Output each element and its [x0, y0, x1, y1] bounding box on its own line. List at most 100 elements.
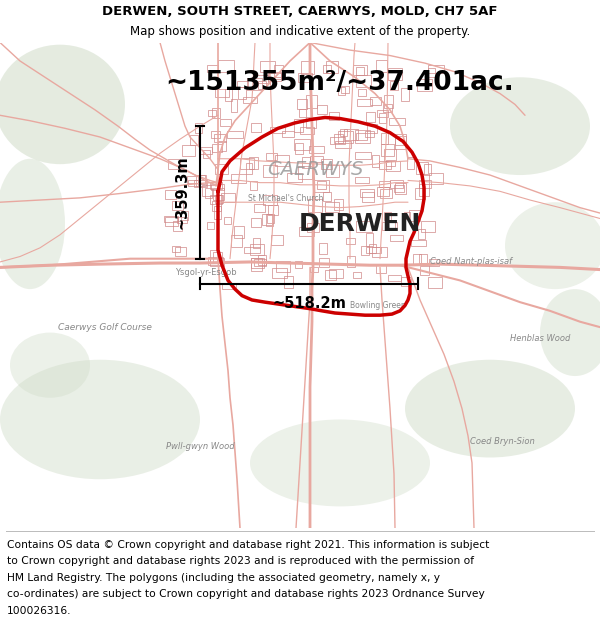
Bar [413, 254, 421, 264]
Bar [421, 221, 435, 232]
Bar [326, 165, 339, 177]
Bar [353, 272, 361, 278]
Bar [347, 256, 355, 268]
Bar [346, 238, 355, 244]
Text: Contains OS data © Crown copyright and database right 2021. This information is : Contains OS data © Crown copyright and d… [7, 540, 490, 550]
Bar [357, 99, 372, 106]
Bar [223, 282, 236, 289]
Bar [299, 109, 305, 117]
Bar [428, 68, 435, 77]
Bar [334, 134, 343, 142]
Bar [329, 112, 339, 120]
Bar [419, 180, 431, 188]
Bar [182, 145, 195, 156]
Bar [287, 173, 302, 182]
Bar [367, 112, 375, 122]
Text: Henblas Wood: Henblas Wood [510, 334, 571, 342]
Bar [190, 135, 198, 145]
Bar [383, 104, 392, 112]
Bar [188, 179, 197, 186]
Bar [323, 66, 331, 73]
Bar [215, 89, 229, 98]
Bar [334, 199, 343, 211]
Bar [381, 144, 394, 156]
Bar [418, 229, 425, 239]
Bar [214, 252, 222, 262]
Bar [383, 212, 391, 220]
Bar [207, 222, 214, 229]
Bar [424, 164, 431, 175]
Bar [386, 161, 395, 166]
Bar [254, 259, 266, 266]
Bar [419, 254, 427, 262]
Bar [208, 66, 218, 72]
Bar [429, 259, 439, 266]
Bar [395, 182, 406, 194]
Bar [266, 214, 273, 226]
Bar [242, 97, 257, 103]
Bar [245, 163, 252, 174]
Bar [234, 226, 244, 238]
Bar [194, 179, 208, 187]
Bar [388, 68, 402, 80]
Bar [371, 155, 379, 167]
Bar [317, 105, 328, 114]
Bar [202, 185, 217, 196]
Bar [251, 218, 262, 227]
Text: CAERWYS: CAERWYS [267, 160, 363, 179]
Bar [321, 159, 332, 169]
Bar [260, 61, 275, 72]
Bar [416, 162, 428, 174]
Text: DERWEN, SOUTH STREET, CAERWYS, MOLD, CH7 5AF: DERWEN, SOUTH STREET, CAERWYS, MOLD, CH7… [102, 6, 498, 18]
Bar [210, 182, 221, 189]
Bar [355, 177, 369, 183]
Bar [254, 204, 265, 212]
Bar [212, 189, 224, 200]
Bar [325, 202, 338, 212]
Bar [329, 269, 343, 278]
Bar [266, 153, 277, 160]
Bar [299, 127, 314, 134]
Bar [415, 188, 425, 199]
Bar [317, 181, 326, 189]
Bar [199, 147, 212, 154]
Bar [251, 122, 260, 132]
Ellipse shape [250, 419, 430, 506]
Bar [298, 166, 311, 179]
Bar [319, 258, 329, 266]
Text: DERWEN: DERWEN [299, 212, 421, 236]
Bar [244, 247, 260, 252]
Text: ~151355m²/~37.401ac.: ~151355m²/~37.401ac. [166, 70, 514, 96]
Bar [257, 81, 266, 89]
Text: Caerwys Golf Course: Caerwys Golf Course [58, 322, 152, 332]
Bar [319, 243, 326, 254]
Bar [296, 99, 307, 109]
Bar [276, 261, 290, 272]
Bar [356, 75, 371, 88]
Bar [341, 86, 349, 93]
Bar [326, 61, 338, 73]
Text: Map shows position and indicative extent of the property.: Map shows position and indicative extent… [130, 26, 470, 38]
Bar [301, 61, 314, 74]
Bar [365, 131, 374, 138]
Bar [309, 146, 324, 153]
Bar [381, 133, 388, 144]
Ellipse shape [0, 44, 125, 164]
Bar [211, 131, 220, 138]
Bar [356, 134, 367, 140]
Text: 100026316.: 100026316. [7, 606, 72, 616]
Bar [338, 131, 353, 142]
Bar [389, 118, 405, 126]
Ellipse shape [0, 360, 200, 479]
Bar [428, 66, 443, 72]
Bar [173, 221, 182, 231]
Bar [166, 190, 176, 199]
Bar [386, 161, 400, 171]
Text: Coed Bryn-Sion: Coed Bryn-Sion [470, 437, 535, 446]
Bar [231, 235, 242, 247]
Bar [377, 110, 388, 118]
Bar [237, 81, 248, 87]
Bar [208, 110, 216, 116]
Bar [248, 157, 257, 169]
Text: Ysgol-yr-Esgob: Ysgol-yr-Esgob [175, 268, 236, 278]
